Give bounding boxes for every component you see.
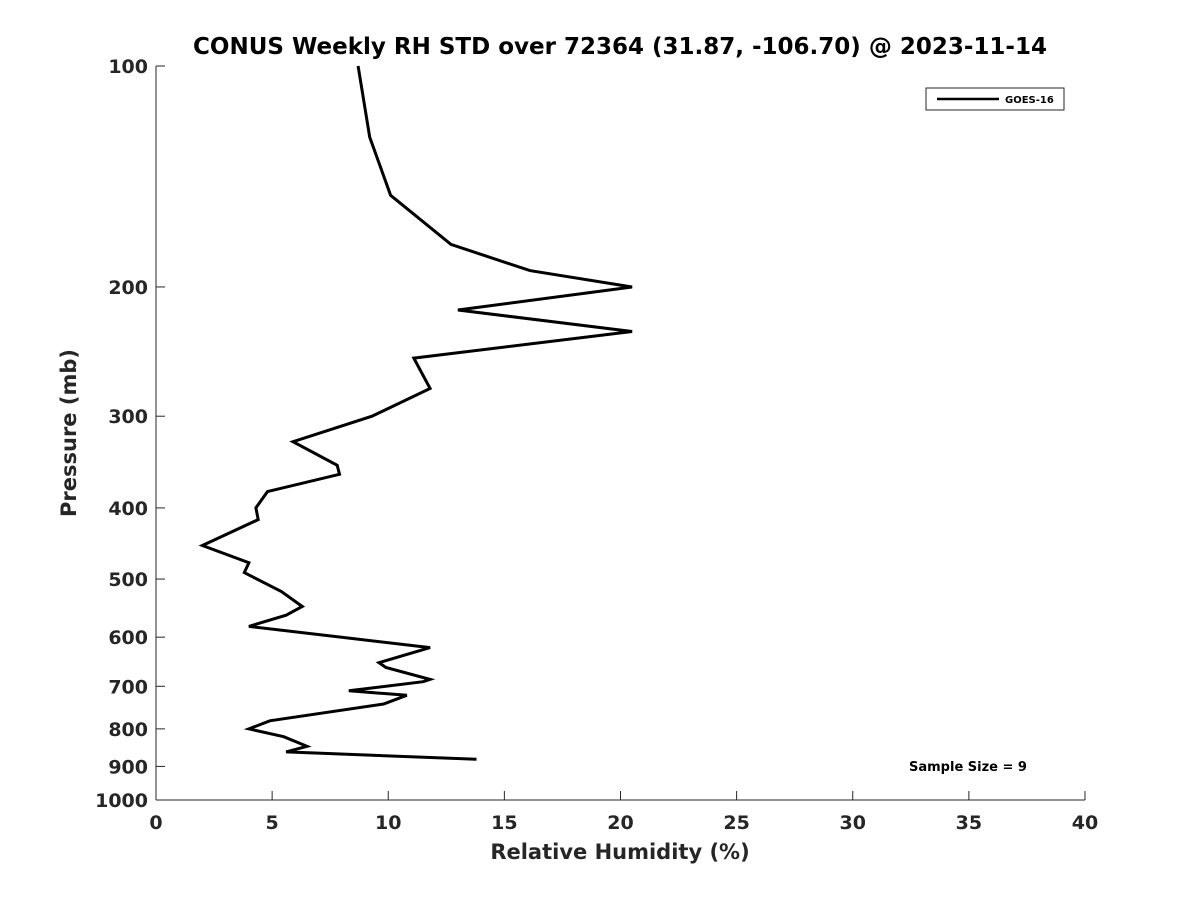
x-axis-ticks: 0 5 10 15 20 25 30 35 40	[149, 791, 1098, 834]
legend-label-goes-16: GOES-16	[1005, 95, 1054, 106]
x-tick-label: 35	[956, 812, 982, 834]
x-tick-label: 5	[266, 812, 279, 834]
x-tick-label: 25	[723, 812, 749, 834]
chart-title: CONUS Weekly RH STD over 72364 (31.87, -…	[193, 34, 1047, 60]
x-tick-label: 10	[375, 812, 401, 834]
x-tick-label: 30	[840, 812, 866, 834]
y-tick-label: 700	[108, 676, 148, 698]
y-tick-label: 600	[108, 627, 148, 649]
y-tick-label: 1000	[95, 790, 148, 812]
y-tick-label: 900	[108, 756, 148, 778]
x-tick-label: 15	[491, 812, 517, 834]
y-tick-label: 400	[108, 498, 148, 520]
series-layer	[198, 65, 633, 761]
x-axis-label: Relative Humidity (%)	[490, 840, 749, 864]
y-tick-label: 100	[108, 56, 148, 78]
series-line-goes-16	[198, 65, 633, 761]
y-tick-label: 800	[108, 719, 148, 741]
x-tick-label: 0	[149, 812, 162, 834]
y-axis-label: Pressure (mb)	[57, 349, 81, 517]
legend: GOES-16	[925, 87, 1065, 111]
y-tick-label: 500	[108, 569, 148, 591]
y-axis-ticks: 100 200 300 400 500 600 700 800 900 1000	[95, 56, 165, 812]
x-tick-label: 40	[1072, 812, 1098, 834]
y-tick-label: 300	[108, 406, 148, 428]
x-tick-label: 20	[607, 812, 633, 834]
sample-size-annotation: Sample Size = 9	[909, 760, 1027, 775]
y-tick-label: 200	[108, 277, 148, 299]
